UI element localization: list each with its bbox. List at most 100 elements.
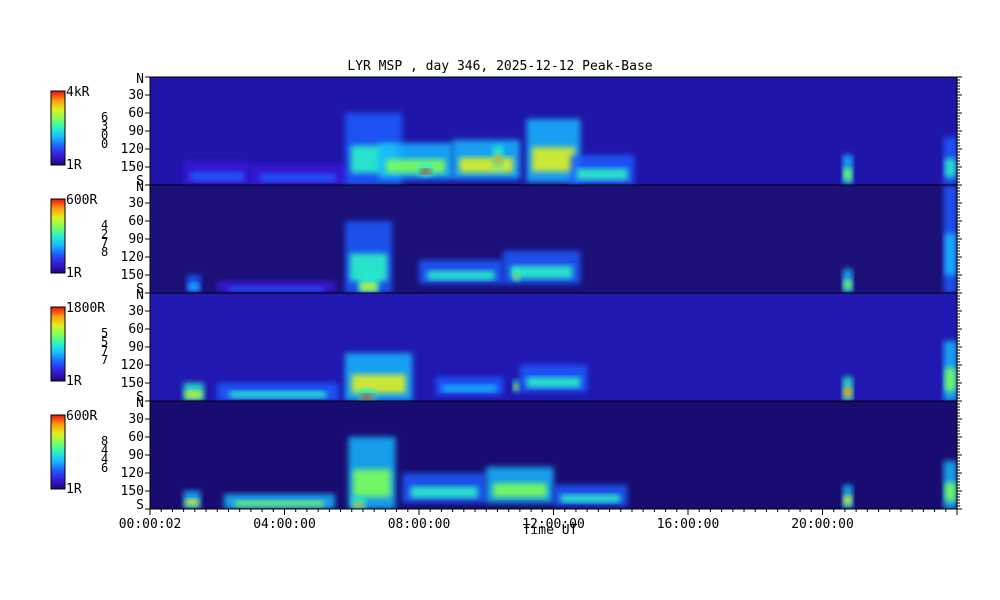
emission-core-7 [531,147,576,172]
emission-core-3 [360,283,377,291]
emission-core-1 [229,286,324,292]
emission-core-7 [843,495,852,506]
y-tick-label: N [136,72,144,87]
emission-core-6 [493,155,503,164]
x-tick-label: 20:00:00 [791,517,854,532]
wavelength-digit: 6 [101,461,108,475]
emission-core-4 [427,270,495,281]
emission-core-7 [843,387,852,398]
colorbar-max-label: 600R [66,409,97,424]
emission-core-8 [944,233,956,276]
wavelength-digit: 7 [101,236,108,250]
emission-core-1 [260,173,336,182]
emission-core-3 [353,502,364,508]
wavelength-digit: 6 [101,110,108,124]
wavelength-digit: 0 [101,128,108,142]
emission-core-5 [510,265,573,279]
emission-core-1 [229,391,327,399]
emission-core-2 [353,469,391,498]
y-tick-label: N [136,180,144,195]
x-tick-label: 04:00:00 [253,517,316,532]
colorbar [50,414,66,490]
emission-core-8 [944,482,956,502]
emission-core-10 [944,158,956,178]
colorbar-min-label: 1R [66,266,82,281]
y-tick-label: S [136,390,144,405]
y-tick-label: 150 [121,160,144,175]
emission-core-8 [576,168,628,181]
y-tick-label: 60 [128,430,144,445]
emission-core-6 [526,377,581,388]
y-tick-label: 150 [121,376,144,391]
y-tick-label: N [136,288,144,303]
wavelength-digit: 7 [101,344,108,358]
wavelength-digit: 8 [101,245,108,259]
y-tick-label: 60 [128,322,144,337]
emission-core-5 [459,157,514,173]
x-axis-label: Time UT [522,523,578,538]
emission-core-1 [235,500,324,507]
x-tick-label: 16:00:00 [657,517,720,532]
wavelength-digit: 0 [101,137,108,151]
emission-core-3 [360,394,374,400]
wavelength-digit: 4 [101,452,108,466]
y-tick-label: S [136,174,144,189]
colorbar [50,90,66,166]
wavelength-digit: 8 [101,434,108,448]
emission-core-4 [410,486,478,499]
y-tick-label: 30 [128,196,144,211]
y-tick-label: 60 [128,106,144,121]
emission-core-2 [351,374,406,394]
wavelength-digit: 4 [101,218,108,232]
emission-core-0 [190,171,245,182]
colorbar-max-label: 4kR [66,85,90,100]
y-tick-label: 30 [128,88,144,103]
emission-core-9 [843,168,852,181]
y-tick-label: 90 [128,340,144,355]
y-tick-label: 30 [128,304,144,319]
emission-core-4 [442,385,497,393]
x-tick-label: 08:00:00 [388,517,451,532]
chart-title: LYR MSP , day 346, 2025-12-12 Peak-Base [347,59,653,74]
emission-core-0 [185,499,199,507]
colorbar-max-label: 1800R [66,301,105,316]
emission-core-3 [386,159,446,174]
emission-core-0 [188,283,200,291]
colorbar-max-label: 600R [66,193,97,208]
wavelength-digit: 2 [101,227,108,241]
emission-core-8 [944,368,956,392]
y-tick-label: 60 [128,214,144,229]
colorbar-min-label: 1R [66,374,82,389]
colorbar-min-label: 1R [66,482,82,497]
wavelength-digit: 3 [101,119,108,133]
y-tick-label: S [136,498,144,513]
x-tick-label: 00:00:02 [119,517,182,532]
y-tick-label: 120 [121,142,144,157]
x-tick-label: 12:00:00 [522,517,585,532]
colorbar [50,306,66,382]
colorbar [50,198,66,274]
y-tick-label: 30 [128,412,144,427]
emission-core-0 [185,391,202,399]
wavelength-digit: 7 [101,353,108,367]
emission-core-5 [492,483,547,498]
wavelength-digit: 5 [101,335,108,349]
y-tick-label: 90 [128,232,144,247]
y-tick-label: 120 [121,466,144,481]
emission-core-4 [420,169,432,175]
wavelength-digit: 4 [101,443,108,457]
y-tick-label: 150 [121,484,144,499]
y-tick-label: 90 [128,448,144,463]
wavelength-digit: 5 [101,326,108,340]
emission-core-7 [843,279,852,290]
y-tick-label: 120 [121,250,144,265]
emission-core-6 [560,494,621,503]
y-tick-label: S [136,282,144,297]
y-tick-label: N [136,396,144,411]
colorbar-min-label: 1R [66,158,82,173]
